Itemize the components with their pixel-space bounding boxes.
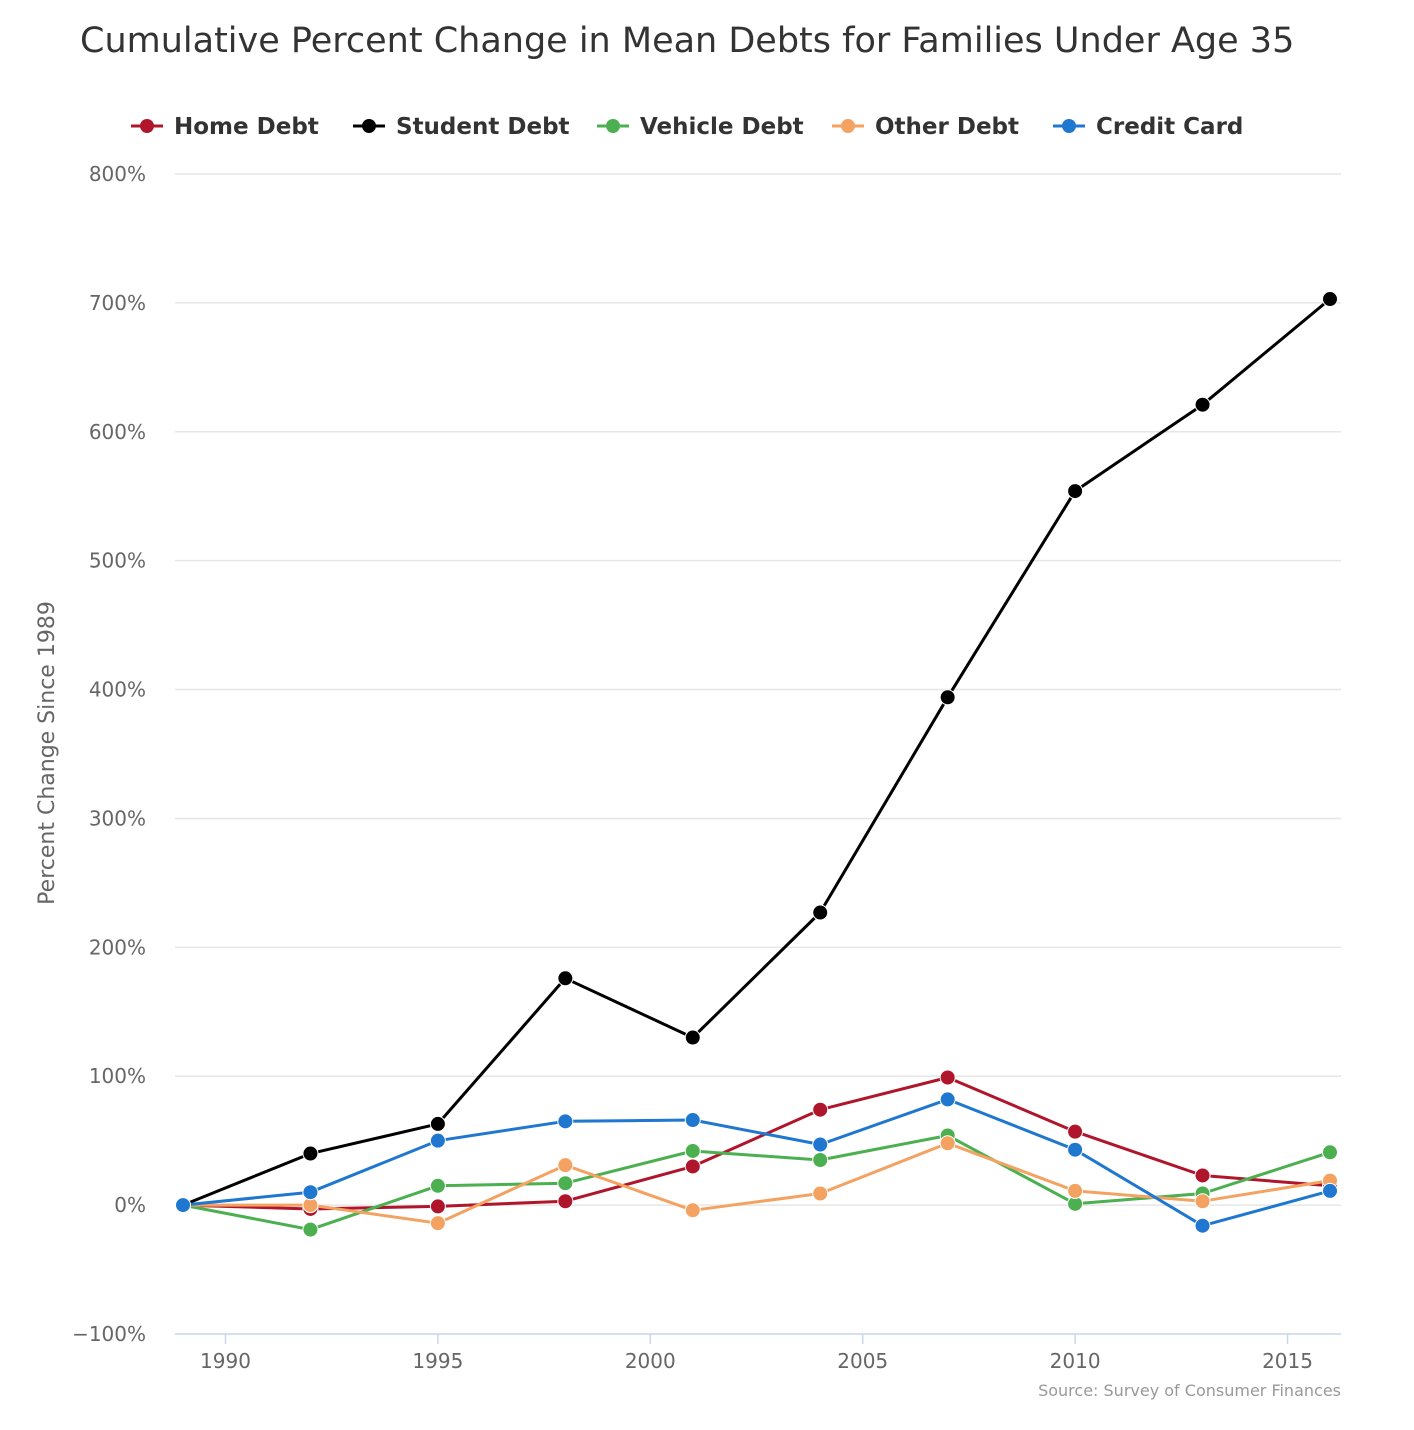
legend-item[interactable]: Home Debt [131, 114, 319, 140]
series [175, 1091, 1338, 1234]
data-point[interactable] [429, 1177, 446, 1194]
data-point[interactable] [684, 1158, 701, 1175]
data-point[interactable] [939, 1135, 956, 1152]
x-tick-label: 1990 [200, 1349, 251, 1373]
y-tick-label: −100% [72, 1322, 146, 1346]
legend-label: Other Debt [875, 114, 1019, 140]
chart-title: Cumulative Percent Change in Mean Debts … [80, 21, 1294, 61]
data-point[interactable] [557, 1175, 574, 1192]
data-point[interactable] [1194, 1167, 1211, 1184]
data-point[interactable] [1067, 1141, 1084, 1158]
legend-label: Student Debt [396, 114, 570, 140]
y-tick-label: 0% [114, 1193, 146, 1217]
source-note: Source: Survey of Consumer Finances [1038, 1381, 1341, 1400]
data-point[interactable] [1067, 1123, 1084, 1140]
series-line [183, 1141, 1331, 1225]
series [175, 291, 1338, 1214]
x-tick-label: 2015 [1262, 1349, 1313, 1373]
data-point[interactable] [302, 1221, 319, 1238]
x-axis-ticks: 1990 1995 2000 2005 2010 2015 [200, 1334, 1313, 1373]
y-tick-label: 800% [89, 162, 146, 186]
legend-label: Home Debt [174, 114, 319, 140]
data-point[interactable] [939, 689, 956, 706]
gridlines [175, 173, 1341, 1206]
legend-swatch-marker [362, 119, 376, 133]
legend-item[interactable]: Vehicle Debt [597, 114, 804, 140]
data-point[interactable] [684, 1142, 701, 1159]
y-tick-label: 400% [89, 678, 146, 702]
data-point[interactable] [812, 904, 829, 921]
data-point[interactable] [175, 1197, 191, 1214]
legend-swatch-marker [606, 119, 620, 133]
data-point[interactable] [812, 1152, 829, 1168]
legend-label: Credit Card [1096, 114, 1243, 140]
y-tick-label: 600% [89, 420, 146, 444]
data-point[interactable] [429, 1132, 446, 1149]
data-point[interactable] [812, 1136, 829, 1153]
legend-swatch-marker [841, 119, 855, 133]
legend-swatch-marker [1062, 119, 1076, 133]
data-point[interactable] [302, 1145, 319, 1162]
y-tick-label: 200% [89, 935, 146, 959]
legend-swatch-marker [140, 119, 154, 133]
y-axis-label: Percent Change Since 1989 [35, 601, 60, 905]
data-point[interactable] [1322, 1144, 1338, 1161]
x-tick-label: 2005 [837, 1349, 888, 1373]
y-tick-label: 100% [89, 1064, 146, 1088]
data-point[interactable] [1194, 1193, 1211, 1210]
data-point[interactable] [1067, 483, 1084, 500]
series-line [182, 1134, 1331, 1232]
legend-label: Vehicle Debt [640, 114, 804, 140]
y-tick-label: 500% [89, 549, 146, 573]
data-point[interactable] [1322, 1182, 1338, 1199]
data-point[interactable] [557, 970, 574, 987]
y-axis-ticks: −100% 0% 100% 200% 300% 400% 500% 600% 700% 800% [72, 162, 146, 1346]
data-point[interactable] [557, 1157, 574, 1174]
data-point[interactable] [812, 1185, 829, 1202]
y-tick-label: 300% [89, 806, 146, 830]
series-group [175, 291, 1338, 1238]
data-point[interactable] [429, 1198, 446, 1215]
data-point[interactable] [939, 1069, 956, 1086]
data-point[interactable] [429, 1215, 446, 1232]
series-line [182, 297, 1331, 1207]
data-point[interactable] [302, 1184, 319, 1201]
x-tick-label: 2000 [625, 1349, 676, 1373]
data-point[interactable] [1194, 396, 1211, 413]
data-point[interactable] [939, 1091, 956, 1108]
data-point[interactable] [684, 1112, 701, 1129]
y-tick-label: 700% [89, 291, 146, 315]
legend-item[interactable]: Student Debt [353, 114, 570, 140]
series-line [182, 1097, 1331, 1228]
data-point[interactable] [557, 1113, 574, 1130]
data-point[interactable] [684, 1029, 701, 1046]
x-tick-label: 2010 [1050, 1349, 1101, 1373]
data-point[interactable] [812, 1101, 829, 1118]
legend: Home Debt Student Debt Vehicle Debt Other D… [131, 114, 1243, 140]
x-tick-label: 1995 [412, 1349, 463, 1373]
data-point[interactable] [557, 1193, 574, 1210]
legend-item[interactable]: Credit Card [1053, 114, 1243, 140]
data-point[interactable] [1067, 1182, 1084, 1199]
legend-item[interactable]: Other Debt [832, 114, 1019, 140]
data-point[interactable] [1194, 1217, 1211, 1234]
data-point[interactable] [684, 1202, 701, 1219]
data-point[interactable] [429, 1115, 446, 1132]
data-point[interactable] [1322, 291, 1338, 308]
